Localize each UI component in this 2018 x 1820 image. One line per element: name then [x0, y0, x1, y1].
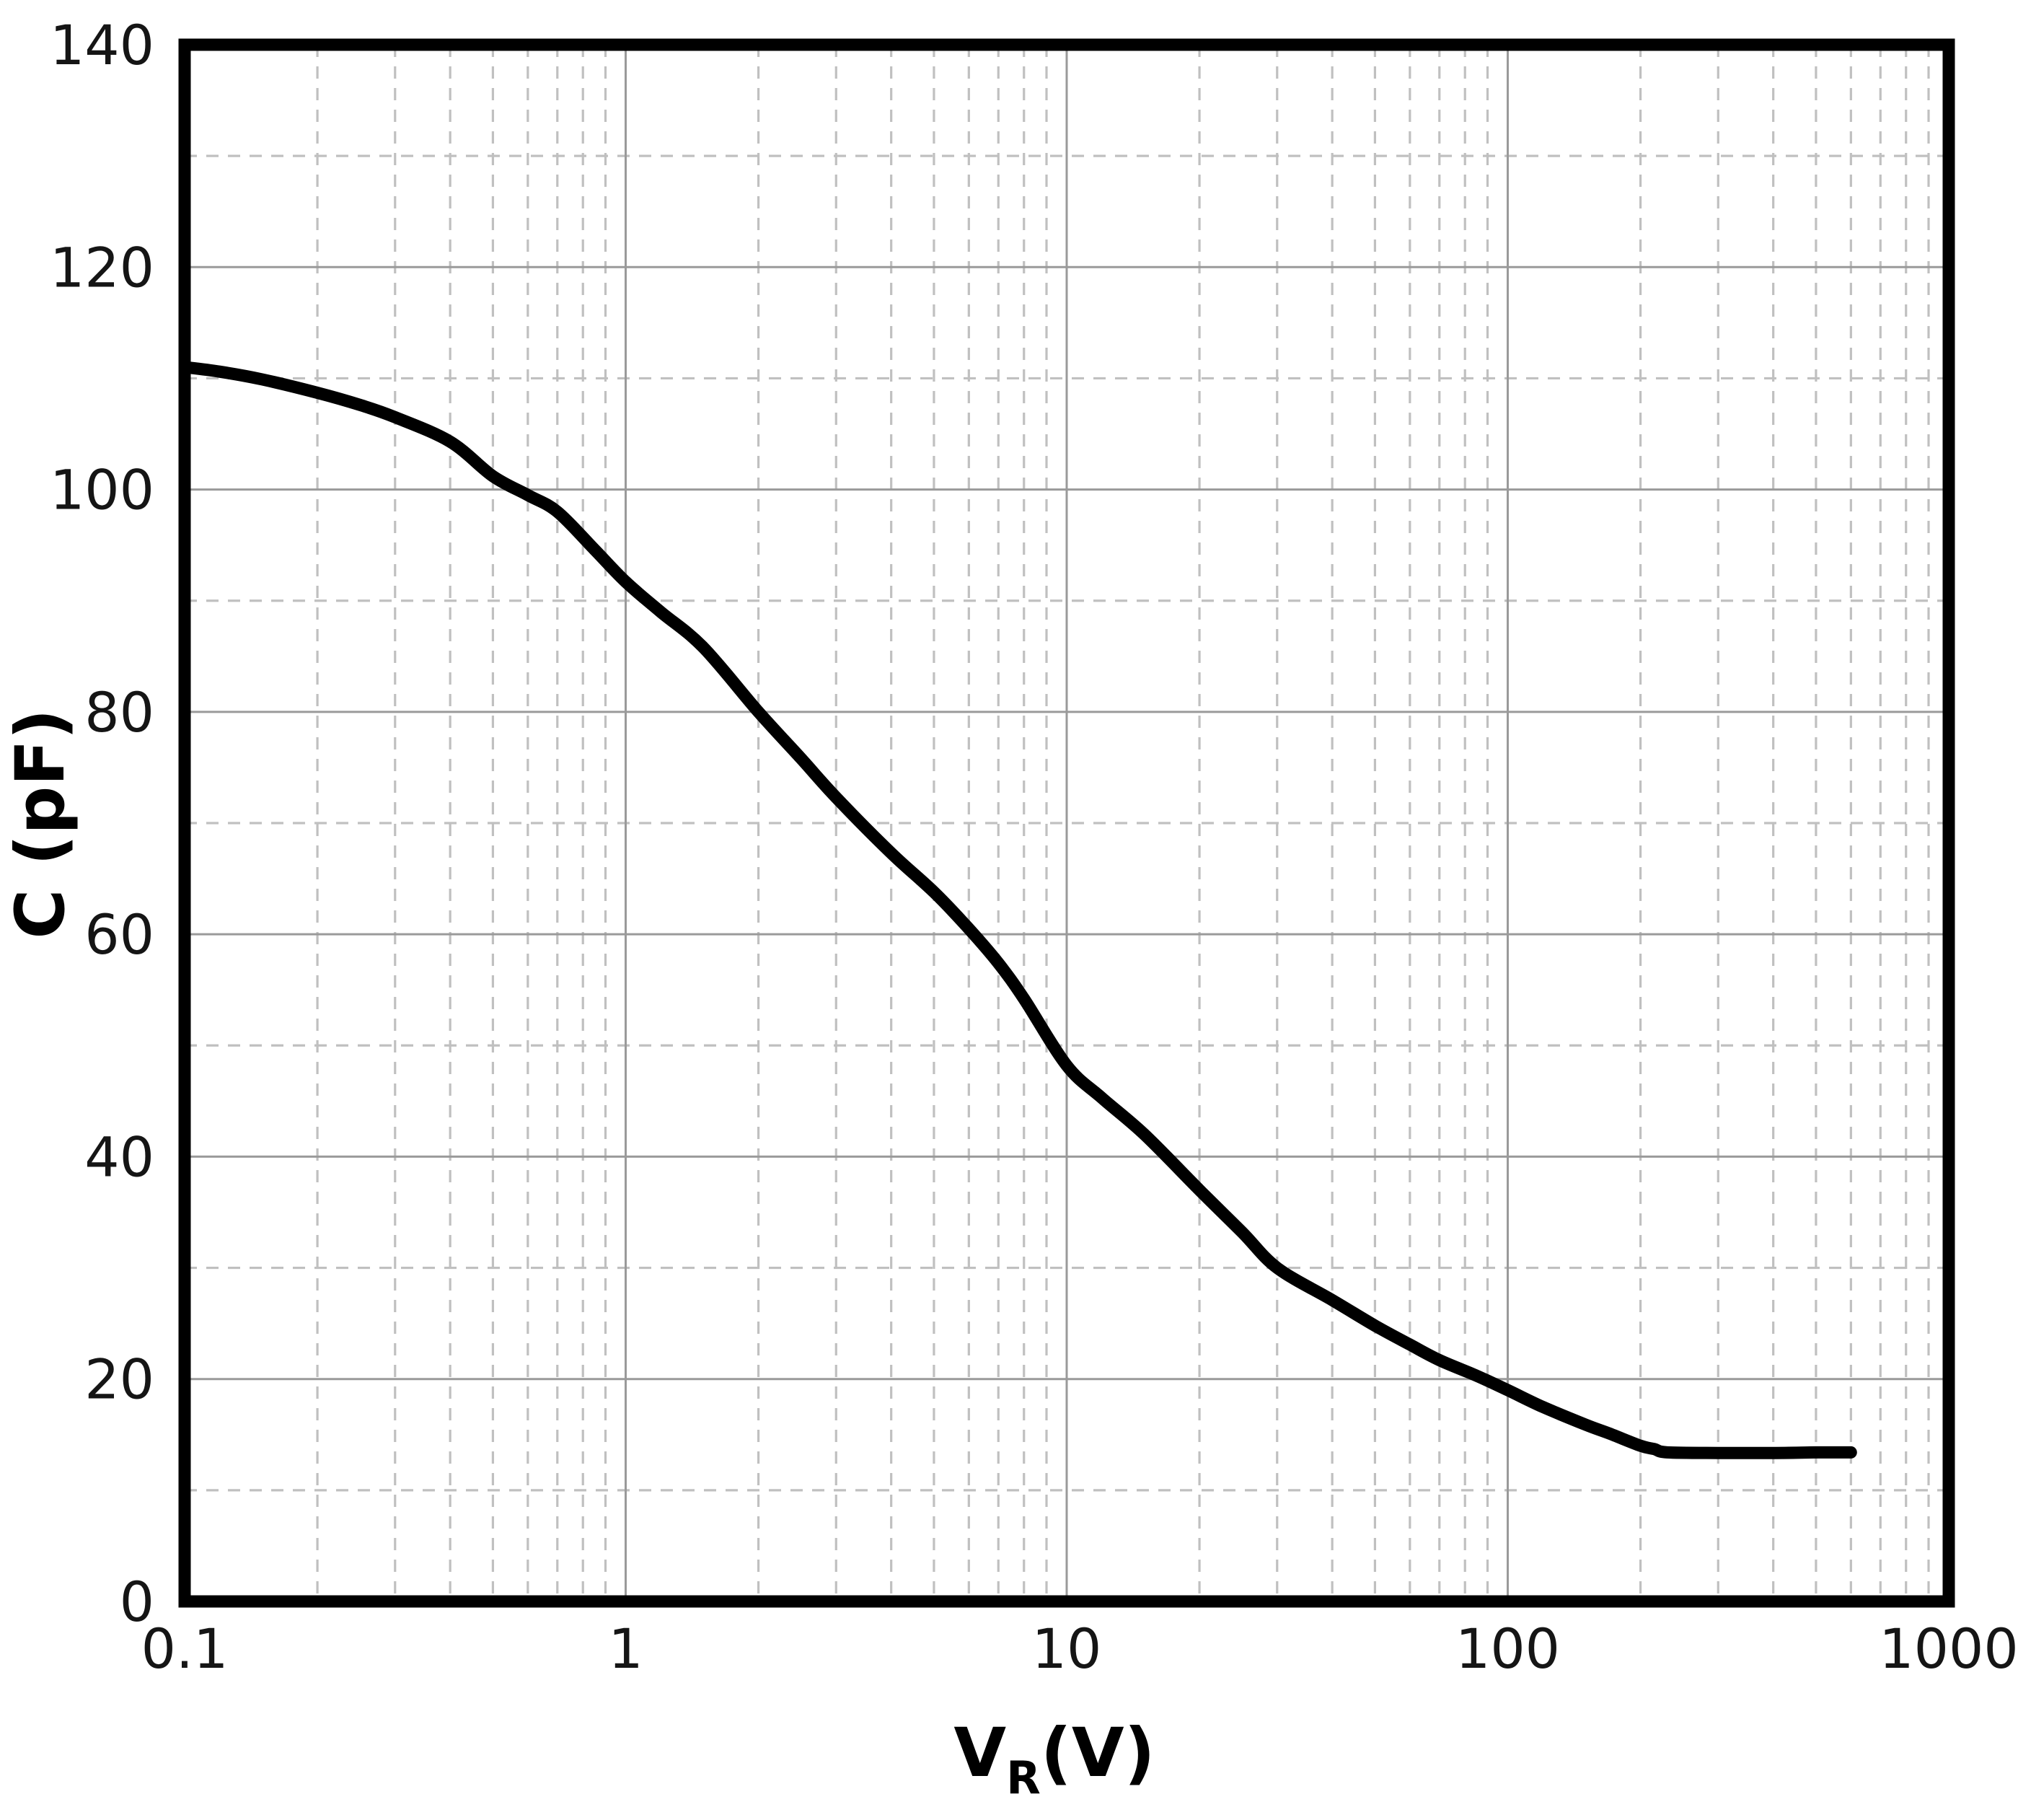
x-tick-label: 1000 — [1879, 1617, 2018, 1681]
y-tick-label: 100 — [50, 458, 154, 522]
plot-border — [178, 38, 1955, 1608]
y-axis-title: C (pF) — [1, 708, 80, 938]
y-tick-label: 40 — [84, 1125, 154, 1189]
x-tick-label: 0.1 — [141, 1617, 229, 1681]
x-tick-labels: 0.1 1 10 100 1000 — [141, 1617, 2018, 1681]
y-tick-label: 120 — [50, 235, 154, 299]
y-tick-labels: 0 20 40 60 80 100 120 140 — [50, 13, 154, 1634]
x-tick-label: 1 — [608, 1617, 643, 1681]
y-tick-label: 20 — [84, 1348, 154, 1412]
x-tick-label: 10 — [1032, 1617, 1102, 1681]
x-axis-title-unit: (V) — [1041, 1714, 1155, 1793]
x-axis-title-symbol: V — [953, 1714, 1006, 1793]
y-tick-label: 60 — [84, 902, 154, 967]
x-tick-label: 100 — [1455, 1617, 1560, 1681]
cv-curve — [178, 361, 1857, 1459]
y-tick-label: 80 — [84, 680, 154, 744]
major-gridlines — [185, 45, 1949, 1601]
y-tick-label: 0 — [120, 1570, 154, 1634]
x-axis-title: VR(V) — [953, 1714, 1155, 1804]
x-axis-title-subscript: R — [1006, 1751, 1041, 1804]
y-tick-label: 140 — [50, 13, 154, 77]
